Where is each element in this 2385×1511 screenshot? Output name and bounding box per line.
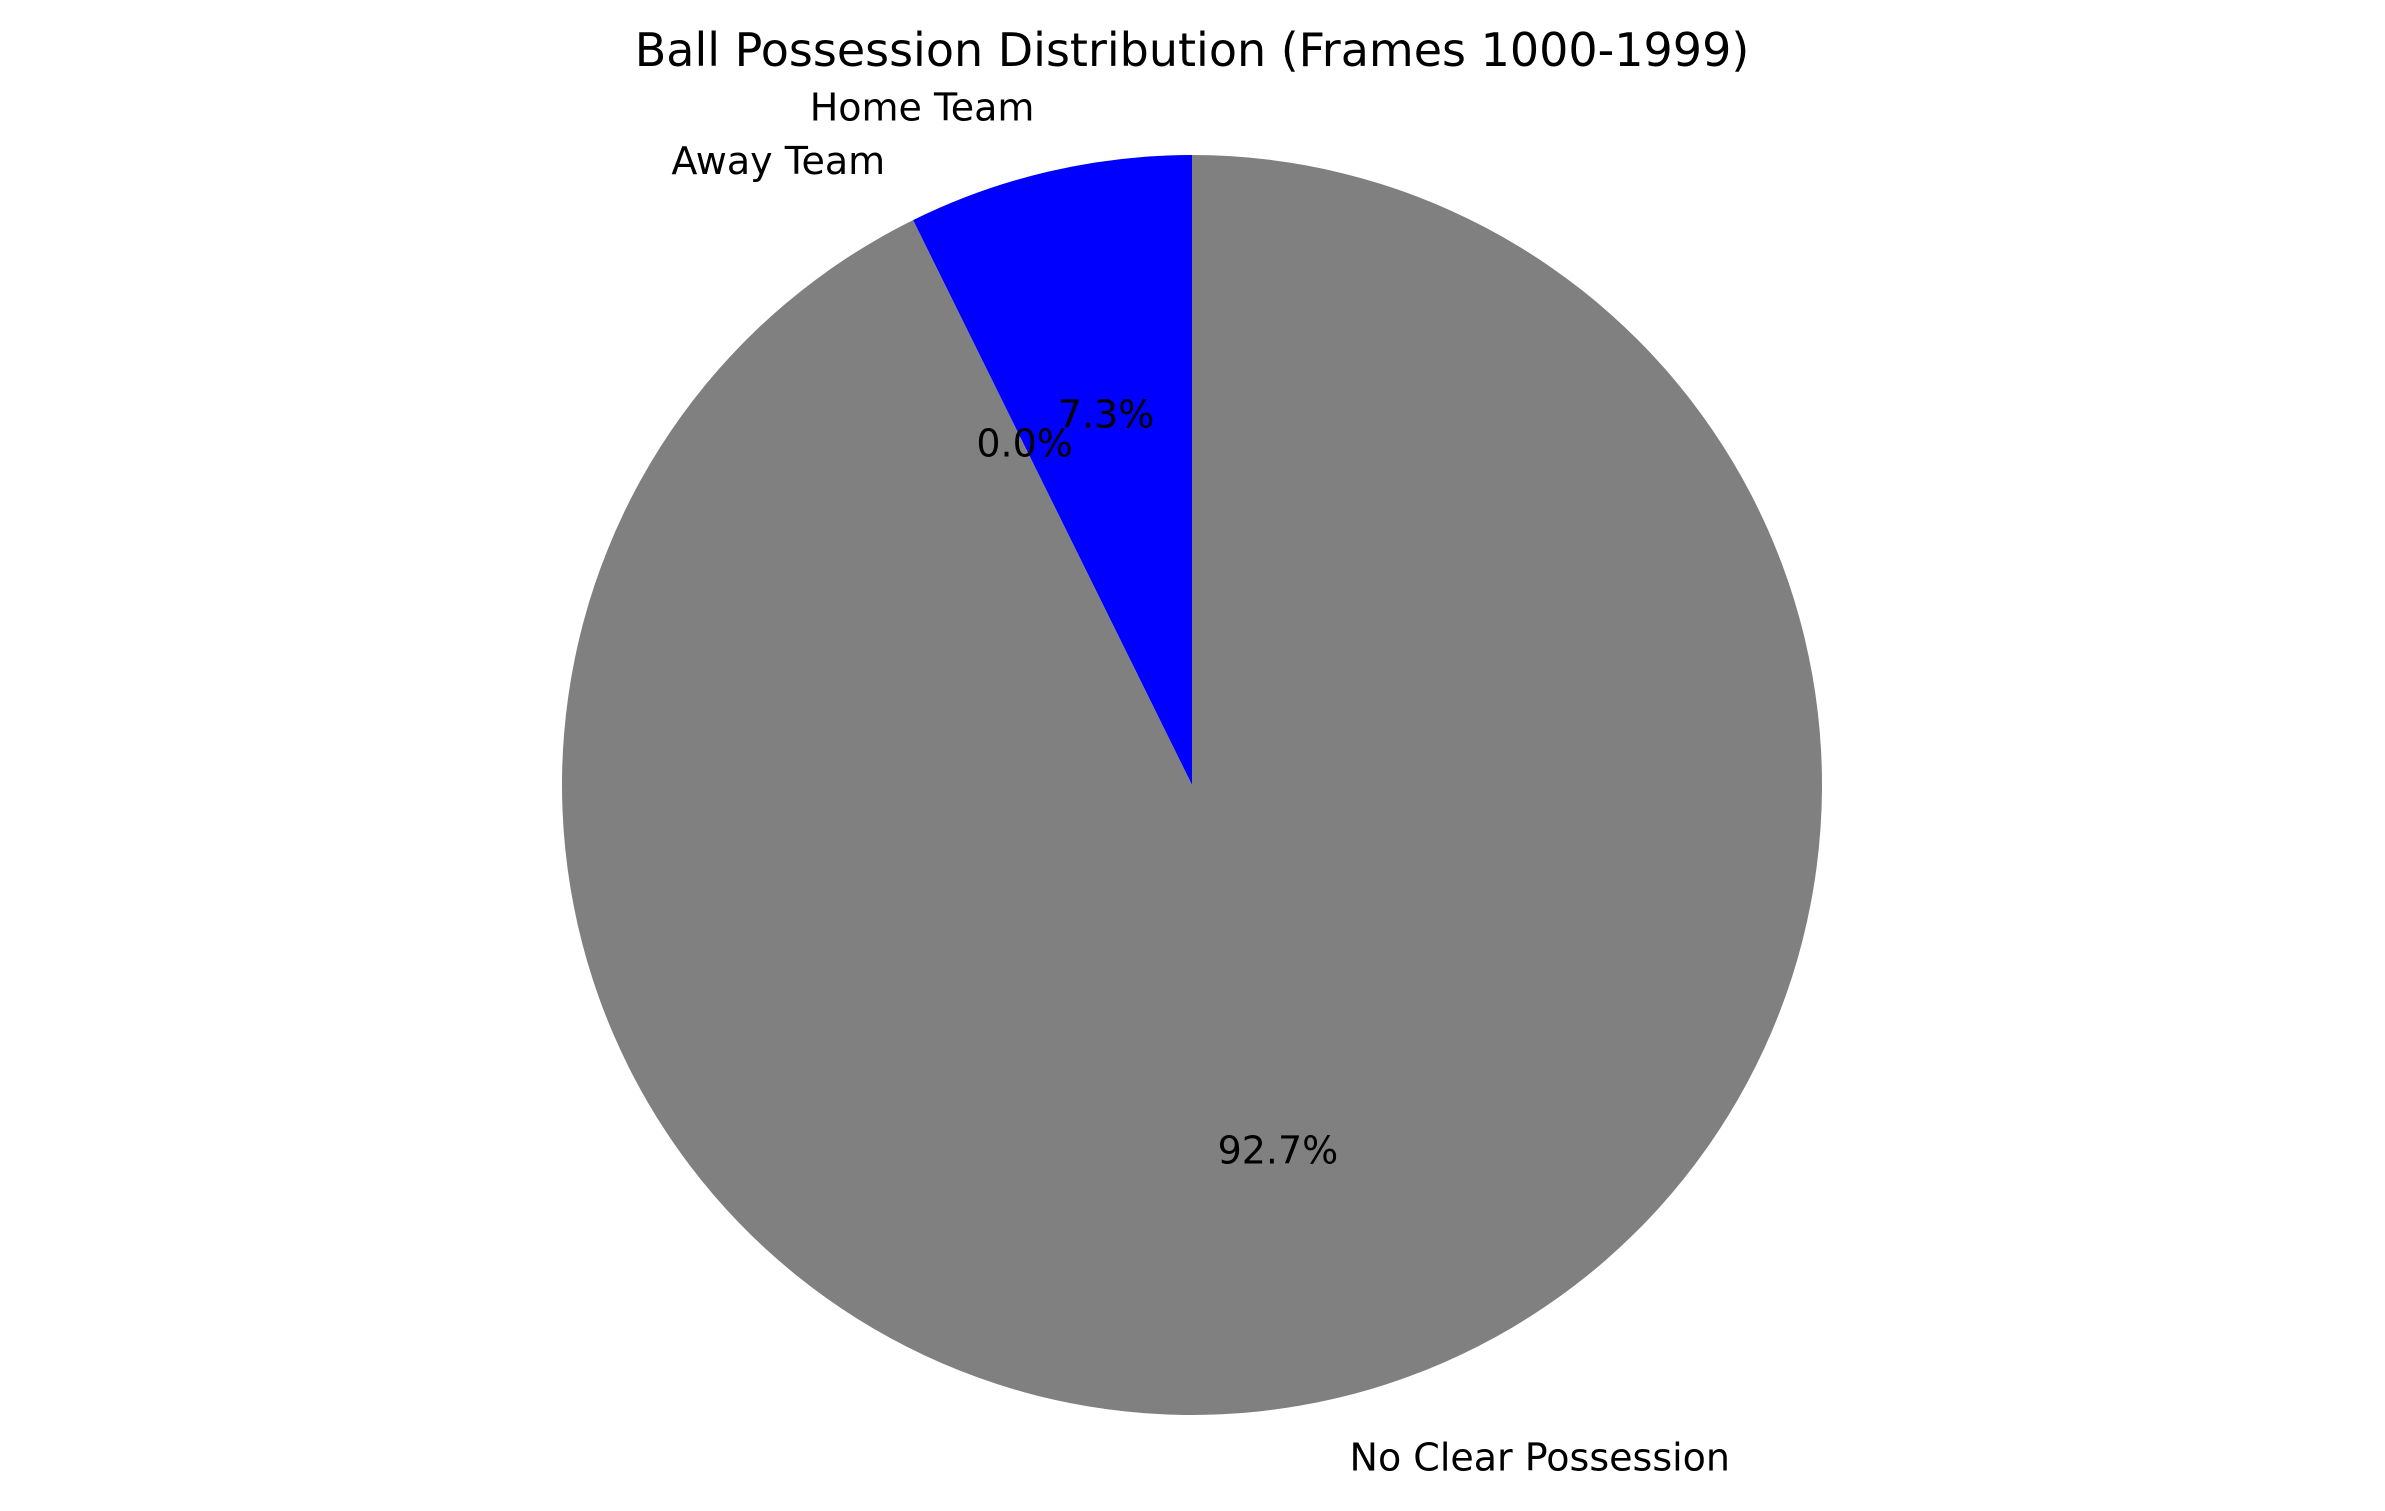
- pie-slice-no-clear-possession: [561, 155, 1822, 1415]
- slice-label-no-clear-possession: No Clear Possession: [1350, 1435, 1730, 1479]
- slice-pct-label-away-team: 0.0%: [976, 422, 1073, 466]
- slice-pct-label-home-team: 7.3%: [1058, 392, 1155, 436]
- slice-label-away-team: Away Team: [671, 139, 885, 183]
- pie-labels: Home Team 7.3% Away Team 0.0% No Clear Posse…: [671, 86, 1730, 1480]
- slice-label-home-team: Home Team: [810, 86, 1035, 130]
- pie-slice-home-team: [913, 155, 1192, 785]
- pie-slices: [561, 155, 1822, 1415]
- slice-pct-label-no-clear-possession: 92.7%: [1218, 1129, 1339, 1173]
- chart-title: Ball Possession Distribution (Frames 100…: [635, 23, 1750, 77]
